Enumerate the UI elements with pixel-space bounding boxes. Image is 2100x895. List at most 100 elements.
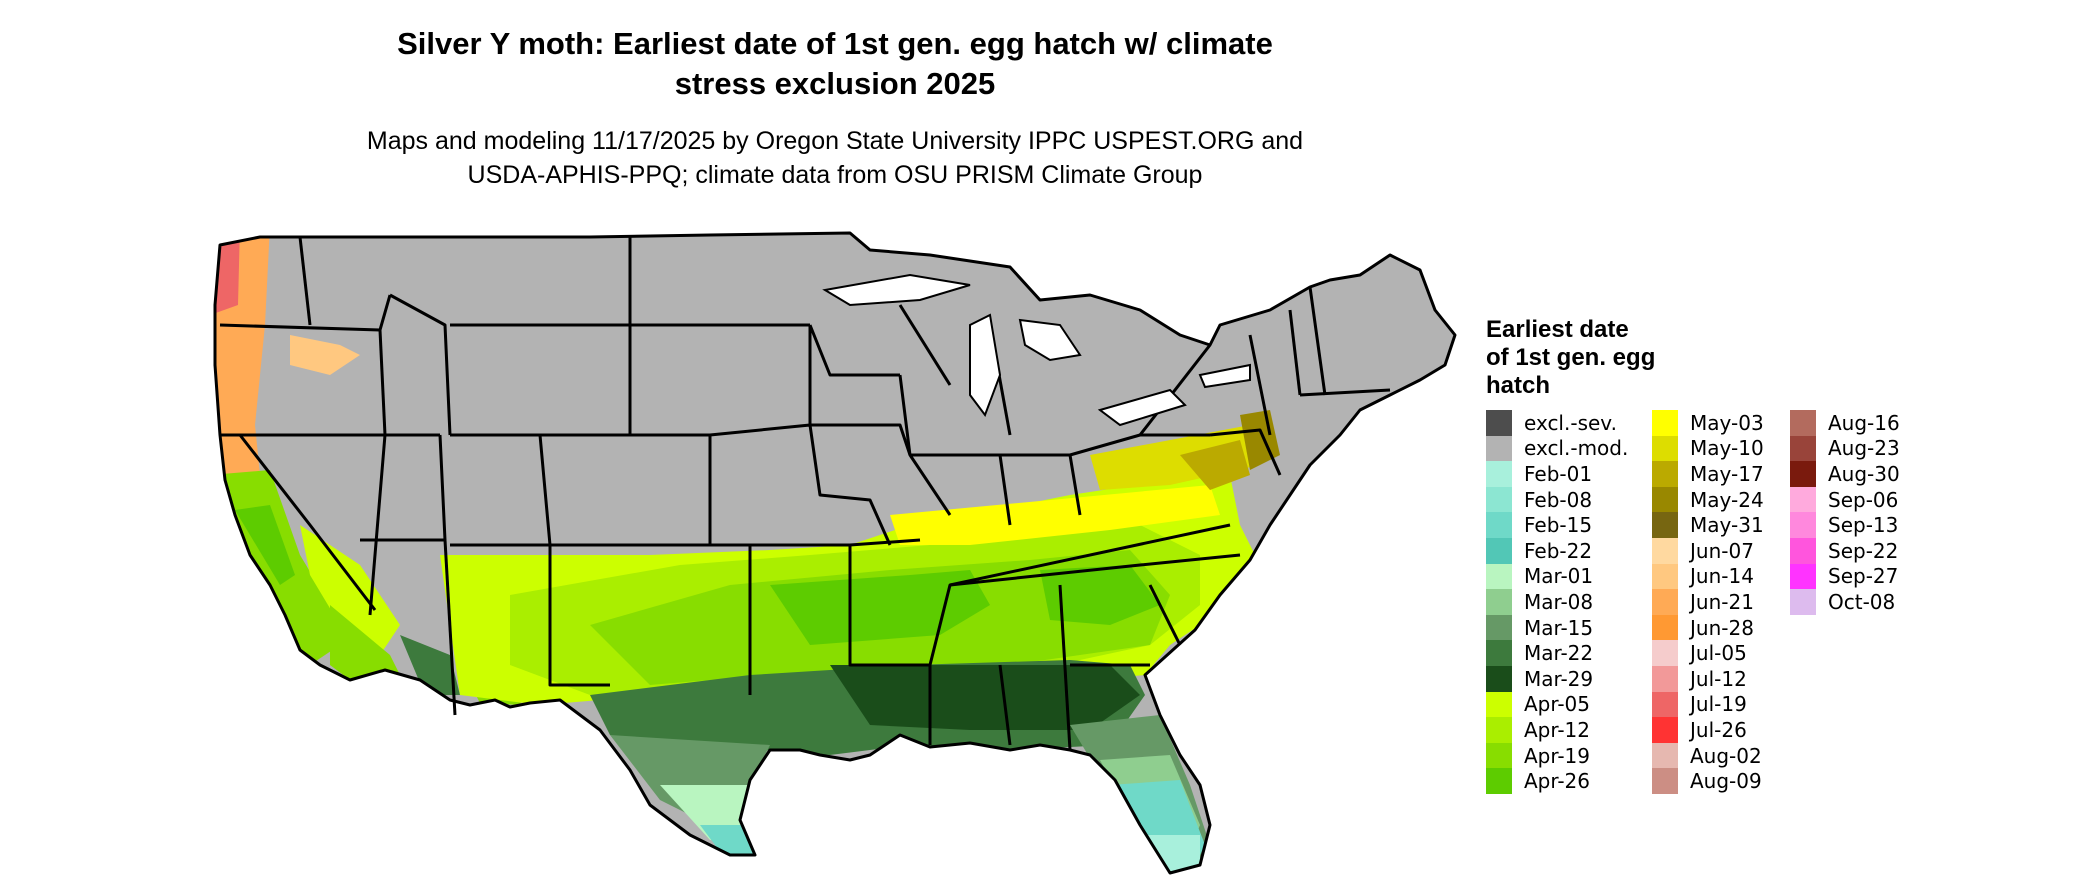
- legend-label: Sep-13: [1828, 513, 1899, 538]
- legend-swatch: [1652, 563, 1678, 590]
- legend-item: Sep-22: [1790, 537, 1900, 564]
- legend-title: Earliest date of 1st gen. egg hatch: [1486, 316, 1726, 400]
- legend-label: May-03: [1690, 410, 1764, 435]
- legend-swatch: [1652, 640, 1678, 666]
- legend-item: Sep-06: [1790, 486, 1900, 513]
- legend-swatch: [1486, 435, 1512, 462]
- legend-swatch: [1486, 640, 1512, 666]
- legend-label: Feb-15: [1524, 513, 1593, 538]
- legend-swatch: [1486, 461, 1512, 487]
- legend-column: May-03 May-10 May-17 May-24 May-31 Jun-07 Jun-…: [1652, 410, 1764, 794]
- legend-title-line: hatch: [1486, 372, 1551, 399]
- legend-label: Apr-19: [1524, 743, 1590, 768]
- legend-swatch: [1790, 435, 1816, 462]
- legend-label: Jul-19: [1690, 692, 1747, 717]
- legend-item: Jul-12: [1652, 665, 1764, 692]
- legend-label: Feb-22: [1524, 538, 1593, 563]
- legend-swatch: [1486, 742, 1512, 769]
- legend-label: Aug-30: [1828, 461, 1900, 486]
- legend-swatch: [1652, 435, 1678, 462]
- legend-swatch: [1652, 410, 1678, 436]
- map-subtitle-line: Maps and modeling 11/17/2025 by Oregon S…: [366, 127, 1304, 155]
- legend-swatch: [1486, 665, 1512, 692]
- legend-label: Jun-28: [1690, 615, 1754, 640]
- legend-swatch: [1790, 512, 1816, 538]
- map-title-line: Silver Y moth: Earliest date of 1st gen.…: [397, 26, 1273, 61]
- legend-item: Mar-15: [1486, 614, 1628, 641]
- legend-label: Feb-08: [1524, 487, 1593, 512]
- state-borders: [213, 231, 1457, 875]
- legend-title-line: of 1st gen. egg: [1486, 344, 1656, 371]
- legend-label: Aug-23: [1828, 436, 1900, 461]
- legend-item: Aug-23: [1790, 435, 1900, 462]
- legend-label: Jun-21: [1690, 589, 1754, 614]
- legend-label: Jul-26: [1690, 717, 1747, 742]
- legend-label: Jun-14: [1690, 564, 1754, 589]
- hatch-date-fill: [215, 233, 1455, 873]
- legend-label: Oct-08: [1828, 589, 1896, 614]
- legend-label: Jul-12: [1690, 666, 1747, 691]
- legend-item: Mar-29: [1486, 665, 1628, 692]
- legend-label: Feb-01: [1524, 461, 1593, 486]
- legend-swatch: [1652, 665, 1678, 692]
- great-lakes: [822, 273, 1251, 427]
- legend-item: Jun-07: [1652, 537, 1764, 564]
- legend-item: Apr-05: [1486, 691, 1628, 718]
- legend-item: May-17: [1652, 461, 1764, 487]
- legend-item: Aug-09: [1652, 768, 1764, 794]
- legend-swatch: [1486, 486, 1512, 513]
- legend-item: Jul-19: [1652, 691, 1764, 718]
- legend-item: Mar-01: [1486, 563, 1628, 590]
- legend-swatch: [1652, 717, 1678, 743]
- legend-item: Sep-27: [1790, 563, 1900, 590]
- legend-item: Feb-01: [1486, 461, 1628, 487]
- legend-swatch: [1486, 717, 1512, 743]
- legend-label: Mar-15: [1524, 615, 1594, 640]
- legend-item: Apr-12: [1486, 717, 1628, 743]
- legend-label: Sep-27: [1828, 564, 1899, 589]
- legend-item: excl.-sev.: [1486, 410, 1628, 436]
- legend-swatch: [1652, 537, 1678, 564]
- legend-swatch: [1790, 537, 1816, 564]
- legend-swatch: [1652, 614, 1678, 641]
- legend-item: Mar-22: [1486, 640, 1628, 666]
- legend-label: Aug-02: [1690, 743, 1762, 768]
- legend-item: Apr-19: [1486, 742, 1628, 769]
- legend-label: Sep-06: [1828, 487, 1899, 512]
- legend-swatch: [1652, 589, 1678, 615]
- legend-item: Feb-08: [1486, 486, 1628, 513]
- legend-label: Apr-26: [1524, 769, 1590, 794]
- legend-item: Aug-16: [1790, 410, 1900, 436]
- legend-item: excl.-mod.: [1486, 435, 1628, 462]
- legend-label: Jul-05: [1690, 641, 1747, 666]
- legend-label: May-10: [1690, 436, 1764, 461]
- legend-swatch: [1790, 410, 1816, 436]
- legend-label: Mar-01: [1524, 564, 1594, 589]
- legend-item: Feb-22: [1486, 537, 1628, 564]
- legend-item: Jun-14: [1652, 563, 1764, 590]
- legend-label: May-24: [1690, 487, 1764, 512]
- legend-swatch: [1652, 768, 1678, 794]
- map-title-line: stress exclusion 2025: [674, 66, 996, 101]
- legend-swatch: [1486, 589, 1512, 615]
- legend-swatch: [1652, 461, 1678, 487]
- legend-item: Apr-26: [1486, 768, 1628, 794]
- legend-item: Mar-08: [1486, 589, 1628, 615]
- us-map: [213, 231, 1457, 875]
- legend-label: Jun-07: [1690, 538, 1754, 563]
- legend-label: Apr-05: [1524, 692, 1590, 717]
- legend-swatch: [1486, 410, 1512, 436]
- legend-swatch: [1652, 512, 1678, 538]
- legend-item: Oct-08: [1790, 589, 1900, 615]
- legend-label: May-31: [1690, 513, 1764, 538]
- legend-column: Aug-16 Aug-23 Aug-30 Sep-06 Sep-13 Sep-22 Sep-…: [1790, 410, 1900, 615]
- legend-label: excl.-sev.: [1524, 410, 1617, 435]
- legend-item: Aug-30: [1790, 461, 1900, 487]
- legend-swatch: [1652, 691, 1678, 718]
- map-subtitle-line: USDA-APHIS-PPQ; climate data from OSU PR…: [467, 161, 1203, 189]
- legend-label: Mar-22: [1524, 641, 1594, 666]
- legend-swatch: [1790, 486, 1816, 513]
- legend-swatch: [1486, 512, 1512, 538]
- legend-item: May-31: [1652, 512, 1764, 538]
- legend-label: Mar-29: [1524, 666, 1594, 691]
